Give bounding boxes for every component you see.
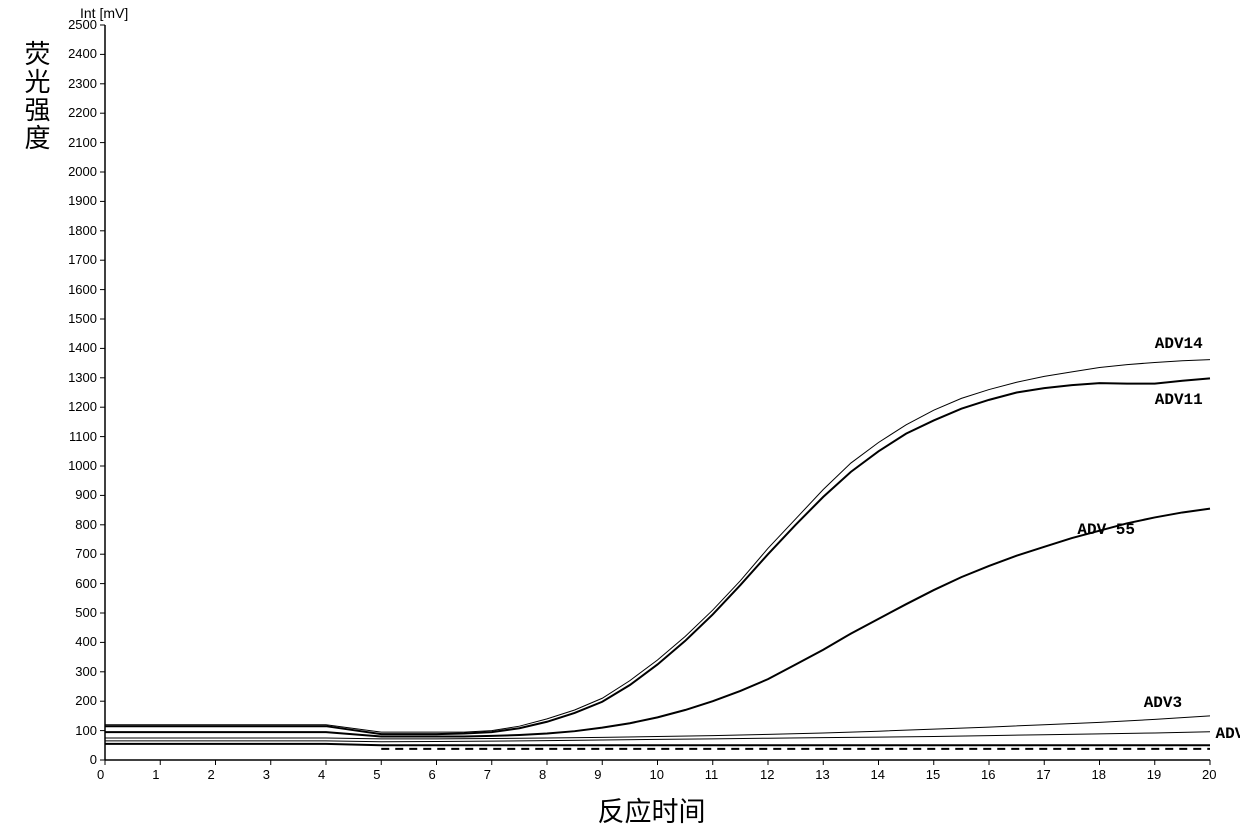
y-tick-label: 2500 [68,17,97,32]
x-tick-label: 14 [871,767,885,782]
series-label-ADV7: ADV7 [1216,725,1240,743]
x-tick-label: 3 [263,767,270,782]
y-tick-label: 400 [75,634,97,649]
y-tick-label: 2100 [68,135,97,150]
x-tick-label: 17 [1036,767,1050,782]
x-tick-label: 15 [926,767,940,782]
x-tick-label: 2 [208,767,215,782]
y-tick-label: 1100 [69,429,97,444]
y-tick-label: 600 [75,576,97,591]
series-label-ADV14: ADV14 [1155,335,1203,353]
x-tick-label: 16 [981,767,995,782]
series-label-ADV55: ADV 55 [1077,521,1135,539]
series-label-ADV3: ADV3 [1144,694,1182,712]
x-tick-label: 0 [97,767,104,782]
x-tick-label: 10 [650,767,664,782]
y-tick-label: 1000 [68,458,97,473]
y-tick-label: 2300 [68,76,97,91]
y-tick-label: 800 [75,517,97,532]
x-tick-label: 5 [373,767,380,782]
y-tick-label: 2400 [68,46,97,61]
series-ADV55 [105,509,1210,737]
y-tick-label: 100 [75,723,97,738]
series-ADV3 [105,716,1210,739]
x-tick-label: 11 [705,767,719,782]
y-tick-label: 2200 [68,105,97,120]
y-tick-label: 1300 [68,370,97,385]
y-axis-title-cn: 荧光强度 [18,40,55,152]
chart-container: 荧光强度 反应时间 Int [mV] 010020030040050060070… [0,0,1240,832]
x-tick-label: 13 [815,767,829,782]
y-tick-label: 1700 [68,252,97,267]
y-tick-label: 200 [75,693,97,708]
y-tick-label: 1800 [68,223,97,238]
series-baseline1 [105,744,1210,745]
y-tick-label: 1200 [68,399,97,414]
y-tick-label: 500 [75,605,97,620]
x-tick-label: 7 [484,767,491,782]
y-tick-label: 700 [75,546,97,561]
x-tick-label: 19 [1147,767,1161,782]
y-tick-label: 1900 [68,193,97,208]
y-tick-label: 1500 [68,311,97,326]
x-tick-label: 12 [760,767,774,782]
y-tick-label: 1400 [68,340,97,355]
chart-svg [0,0,1240,832]
x-tick-label: 8 [539,767,546,782]
series-label-ADV11: ADV11 [1155,391,1203,409]
y-tick-label: 300 [75,664,97,679]
x-tick-label: 9 [594,767,601,782]
y-tick-label: 900 [75,487,97,502]
x-tick-label: 6 [429,767,436,782]
y-tick-label: 0 [90,752,97,767]
series-ADV11 [105,378,1210,734]
x-axis-title: 反应时间 [598,790,706,829]
x-tick-label: 1 [152,767,159,782]
x-tick-label: 20 [1202,767,1216,782]
y-tick-label: 1600 [68,282,97,297]
x-tick-label: 18 [1092,767,1106,782]
y-tick-label: 2000 [68,164,97,179]
x-tick-label: 4 [318,767,325,782]
